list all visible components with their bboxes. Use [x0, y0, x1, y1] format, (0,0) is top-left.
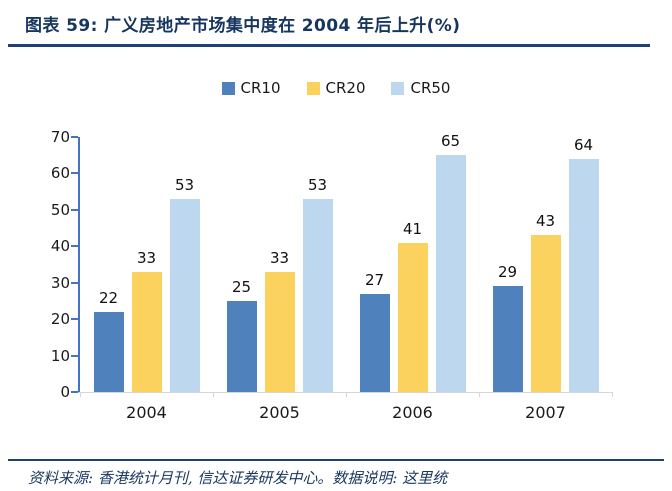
bar-cr50-2004 [169, 198, 200, 392]
grouped-bar-chart: 0 10 20 30 40 50 60 70 2004 2005 2006 2007 22 33 53 25 3… [50, 128, 613, 422]
bar-value-label: 27 [364, 270, 385, 289]
bar-value-label: 33 [136, 248, 157, 267]
bar-cr50-2005 [302, 198, 333, 392]
y-axis-tick [71, 354, 78, 357]
legend-label-cr20: CR20 [325, 79, 366, 97]
bar-value-label: 22 [98, 288, 119, 307]
x-axis-category-label: 2005 [259, 403, 300, 422]
bar-value-label: 29 [497, 263, 518, 282]
chart-legend: CR10 CR20 CR50 [0, 79, 672, 97]
y-axis-tick-label: 70 [50, 128, 70, 146]
legend-color-swatch-cr20 [306, 81, 320, 95]
bar-value-label: 43 [535, 212, 556, 231]
legend-item-cr10: CR10 [221, 79, 281, 97]
y-axis-tick [71, 172, 78, 175]
bar-cr10-2005 [226, 300, 257, 392]
y-axis-tick-label: 30 [50, 273, 70, 292]
x-axis-category-label: 2006 [392, 403, 433, 422]
bar-cr10-2006 [359, 293, 390, 392]
y-axis-tick-label: 10 [50, 346, 70, 365]
x-axis-line [78, 392, 612, 393]
y-axis-tick-label: 20 [50, 310, 70, 329]
x-axis-tick [479, 392, 480, 397]
y-axis-tick [71, 208, 78, 211]
bar-cr50-2007 [568, 158, 599, 392]
bar-value-label: 53 [307, 175, 328, 194]
x-axis-category-label: 2004 [126, 403, 167, 422]
y-axis-tick [71, 391, 78, 393]
footer-divider [8, 459, 664, 461]
bar-cr20-2006 [397, 242, 428, 392]
legend-item-cr20: CR20 [306, 79, 366, 97]
y-axis-line [78, 137, 80, 393]
y-axis-tick-label: 60 [50, 164, 70, 183]
x-axis-tick [213, 392, 214, 397]
y-axis-tick [71, 245, 78, 248]
x-axis-tick [346, 392, 347, 397]
title-underline [8, 44, 650, 47]
legend-label-cr50: CR50 [410, 79, 451, 97]
bar-value-label: 64 [573, 135, 594, 154]
legend-label-cr10: CR10 [240, 79, 281, 97]
x-axis-category-label: 2007 [525, 403, 566, 422]
y-axis-tick [71, 281, 78, 284]
bar-value-label: 53 [174, 175, 195, 194]
bar-value-label: 25 [231, 277, 252, 296]
bar-value-label: 41 [402, 219, 423, 238]
y-axis-tick-label: 0 [60, 383, 70, 401]
bar-value-label: 33 [269, 248, 290, 267]
bar-cr10-2007 [492, 286, 523, 392]
figure-title: 图表 59: 广义房地产市场集中度在 2004 年后上升(%) [25, 16, 461, 36]
y-axis-tick-label: 40 [50, 237, 70, 256]
y-axis-tick [71, 136, 78, 138]
bar-cr20-2005 [264, 271, 295, 392]
bar-cr20-2004 [131, 271, 162, 392]
bar-cr10-2004 [93, 311, 124, 392]
y-axis-tick [71, 318, 78, 321]
bar-cr50-2006 [435, 155, 466, 392]
x-axis-tick [612, 392, 613, 397]
legend-color-swatch-cr50 [391, 81, 405, 95]
x-axis-tick [80, 392, 81, 397]
legend-item-cr50: CR50 [391, 79, 450, 97]
bar-cr20-2007 [530, 235, 561, 392]
bar-value-label: 65 [440, 132, 461, 151]
legend-color-swatch-cr10 [221, 81, 235, 95]
source-note: 资料来源: 香港统计月刊, 信达证券研发中心。数据说明: 这里统 [28, 469, 448, 487]
y-axis-tick-label: 50 [50, 200, 70, 219]
